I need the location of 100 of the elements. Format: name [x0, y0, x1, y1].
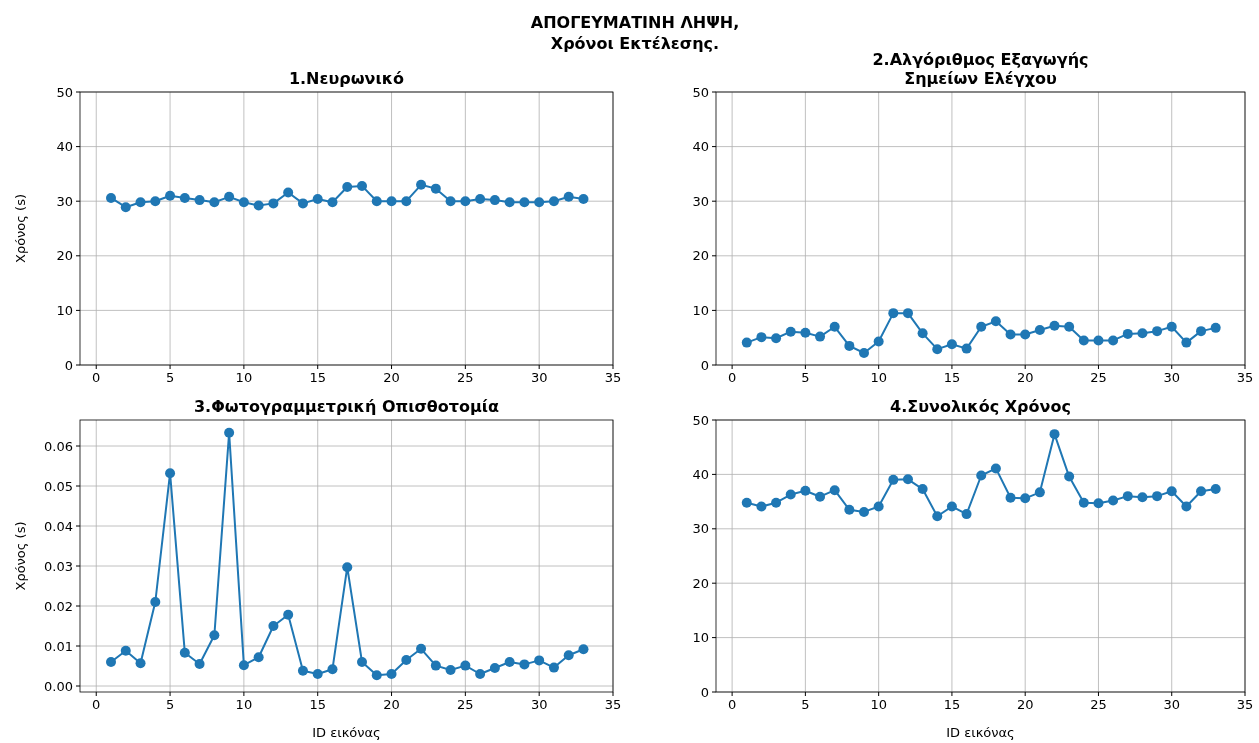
point [401, 655, 412, 665]
chart-title: 2.Αλγόριθμος Εξαγωγής Σημείων Ελέγχου [872, 50, 1089, 88]
x-tick-label: 35 [604, 370, 622, 385]
point [1181, 501, 1192, 512]
y-tick-label: 50 [56, 84, 73, 100]
point [1005, 492, 1016, 503]
point [1049, 320, 1060, 331]
point [445, 665, 456, 675]
point [135, 658, 146, 669]
x-tick-label: 30 [1163, 697, 1180, 712]
y-tick-label: 10 [692, 630, 709, 646]
point [297, 665, 308, 676]
point [460, 196, 471, 207]
x-tick-label: 25 [1090, 370, 1107, 385]
point [179, 647, 190, 658]
point [224, 191, 235, 202]
x-tick-label: 30 [1163, 370, 1180, 385]
point [120, 202, 131, 213]
y-tick-label: 0.06 [44, 438, 73, 454]
y-tick-label: 0.05 [44, 478, 73, 494]
x-axis-title: ID εικόνας [946, 725, 1015, 740]
point [253, 652, 264, 663]
point [194, 659, 205, 669]
y-tick-label: 0 [64, 357, 73, 373]
point [1020, 329, 1031, 340]
point [312, 669, 323, 679]
point [504, 197, 515, 208]
point [519, 197, 530, 208]
point [297, 198, 308, 209]
point [1064, 321, 1075, 332]
y-tick-label: 0.03 [44, 558, 73, 574]
x-tick-label: 20 [1016, 697, 1034, 712]
point [268, 621, 279, 631]
x-tick-label: 25 [1090, 697, 1107, 712]
point [135, 197, 146, 208]
point [917, 328, 928, 339]
point [283, 609, 294, 620]
point [430, 183, 441, 194]
point [460, 660, 471, 671]
point [578, 194, 589, 205]
point [1108, 335, 1119, 346]
point [179, 192, 190, 203]
point [120, 645, 131, 656]
point [946, 339, 957, 350]
x-tick-label: 20 [383, 370, 400, 385]
point [430, 660, 441, 671]
point [961, 343, 972, 354]
point [1034, 487, 1045, 498]
point [401, 196, 412, 207]
point [386, 669, 397, 679]
point [445, 196, 456, 207]
x-tick-label: 0 [92, 370, 101, 385]
y-tick-label: 0.02 [44, 598, 73, 614]
point [357, 657, 367, 667]
point [946, 501, 957, 512]
point [268, 198, 279, 209]
point [342, 562, 353, 573]
point [756, 332, 767, 343]
point [475, 669, 486, 679]
x-tick-label: 20 [1016, 370, 1034, 385]
point [932, 511, 943, 522]
point [917, 484, 928, 495]
point [873, 336, 884, 347]
chart-title: 3.Φωτογραμμετρική Οπισθοτομία [193, 397, 500, 416]
point [1078, 497, 1089, 508]
point [209, 197, 220, 208]
chart-title: 4.Συνολικός Χρόνος [890, 397, 1071, 416]
x-tick-label: 15 [943, 697, 961, 712]
point [829, 485, 840, 496]
point [150, 196, 161, 207]
point [548, 196, 559, 207]
point [312, 194, 323, 205]
point [1196, 326, 1207, 337]
point [1137, 492, 1148, 503]
point [1064, 471, 1075, 482]
y-tick-label: 10 [692, 302, 709, 318]
point [1122, 328, 1133, 339]
point [534, 197, 545, 208]
point [771, 497, 782, 508]
x-tick-label: 0 [727, 370, 737, 385]
y-tick-label: 40 [692, 139, 709, 155]
point [976, 321, 987, 332]
point [859, 347, 869, 358]
point [165, 190, 176, 201]
point [1122, 491, 1133, 502]
x-tick-label: 25 [457, 697, 474, 712]
y-tick-label: 50 [692, 84, 709, 100]
point [194, 195, 205, 206]
point [106, 657, 117, 667]
point [1166, 486, 1177, 497]
point [342, 182, 353, 192]
point [283, 187, 294, 198]
point [253, 200, 264, 211]
x-tick-label: 10 [870, 370, 887, 385]
point [1152, 491, 1163, 502]
y-tick-label: 20 [692, 248, 709, 264]
y-tick-label: 0.04 [44, 518, 73, 534]
y-tick-label: 20 [692, 575, 709, 591]
point [1078, 335, 1089, 346]
point [1020, 493, 1031, 504]
